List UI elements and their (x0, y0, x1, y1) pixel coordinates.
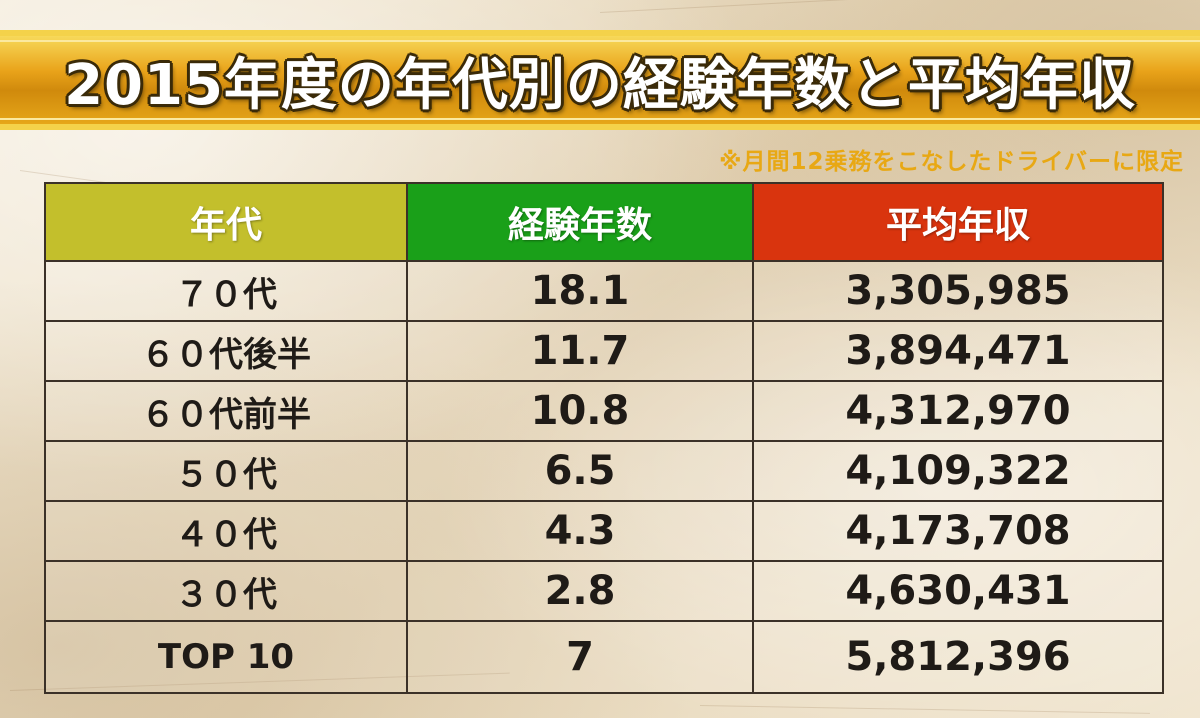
cell-experience: 6.5 (406, 440, 754, 502)
table-row: ６０代前半 10.8 4,312,970 (44, 380, 1164, 442)
header-income: 平均年収 (752, 182, 1164, 262)
cell-income: 5,812,396 (752, 620, 1164, 694)
paper-crease-2 (599, 0, 980, 13)
table-row: ６０代後半 11.7 3,894,471 (44, 320, 1164, 382)
table-row: ７０代 18.1 3,305,985 (44, 260, 1164, 322)
table-row: ５０代 6.5 4,109,322 (44, 440, 1164, 502)
cell-experience: 2.8 (406, 560, 754, 622)
cell-age: ６０代前半 (44, 380, 408, 442)
cell-age: ３０代 (44, 560, 408, 622)
cell-age: ６０代後半 (44, 320, 408, 382)
banner-bottom-line (0, 118, 1200, 120)
table-row: TOP 10 7 5,812,396 (44, 620, 1164, 694)
cell-age: ７０代 (44, 260, 408, 322)
title-banner: 2015年度の年代別の経験年数と平均年収 (0, 30, 1200, 130)
cell-experience: 11.7 (406, 320, 754, 382)
cell-income: 4,630,431 (752, 560, 1164, 622)
cell-experience: 18.1 (406, 260, 754, 322)
paper-crease-4 (699, 705, 1150, 714)
header-experience: 経験年数 (406, 182, 754, 262)
cell-income: 4,109,322 (752, 440, 1164, 502)
banner-top-line (0, 40, 1200, 42)
cell-age: ４０代 (44, 500, 408, 562)
header-age: 年代 (44, 182, 408, 262)
page-title: 2015年度の年代別の経験年数と平均年収 (64, 52, 1136, 118)
cell-age: ５０代 (44, 440, 408, 502)
cell-experience: 7 (406, 620, 754, 694)
footnote-text: ※月間12乗務をこなしたドライバーに限定 (719, 149, 1184, 175)
cell-income: 4,173,708 (752, 500, 1164, 562)
data-table: 年代 経験年数 平均年収 ７０代 18.1 3,305,985 ６０代後半 11… (44, 182, 1164, 694)
cell-income: 4,312,970 (752, 380, 1164, 442)
cell-age: TOP 10 (44, 620, 408, 694)
cell-income: 3,894,471 (752, 320, 1164, 382)
cell-income: 3,305,985 (752, 260, 1164, 322)
table-row: ４０代 4.3 4,173,708 (44, 500, 1164, 562)
cell-experience: 10.8 (406, 380, 754, 442)
cell-experience: 4.3 (406, 500, 754, 562)
table-row: ３０代 2.8 4,630,431 (44, 560, 1164, 622)
table-header-row: 年代 経験年数 平均年収 (44, 182, 1164, 262)
